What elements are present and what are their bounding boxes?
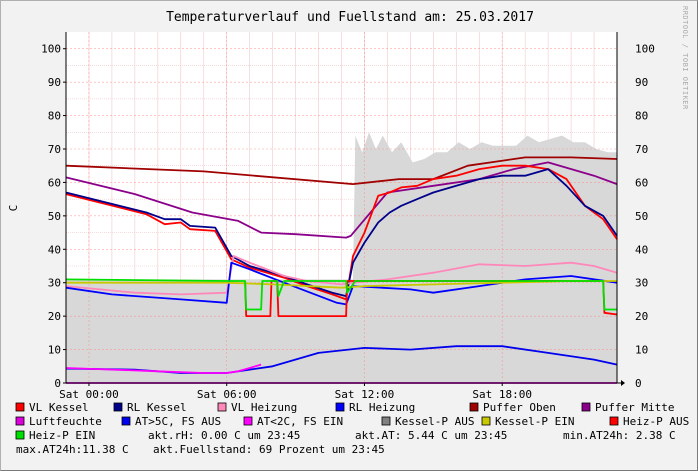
y-tick-label-right: 10 [635,344,648,357]
legend: VL Kessel RL Kessel VL Heizung RL Heizung Pu… [15,401,689,456]
y-tick-label-left: 0 [54,377,61,390]
y-tick-label-right: 0 [635,377,642,390]
legend-swatch [217,402,227,412]
legend-swatch [121,416,131,426]
y-tick-label-right: 30 [635,277,648,290]
legend-swatch [15,430,25,440]
legend-swatch [243,416,253,426]
stat-text: max.AT24h:11.38 C [16,443,129,456]
series-line-12 [65,363,262,374]
y-tick-label-left: 80 [48,110,61,123]
legend-label: Luftfeuchte [29,415,102,428]
y-axis-label: C [7,205,20,212]
series-line-4 [65,168,618,298]
y-tick-label-left: 30 [48,277,61,290]
legend-swatch [609,416,619,426]
y-tick-label-right: 50 [635,210,648,223]
watermark: RRDTOOL / TOBI OETIKER [681,6,689,110]
legend-swatch [481,416,491,426]
x-tick-label: Sat 18:00 [472,388,532,401]
legend-label: Kessel-P AUS [395,415,474,428]
stat-text: akt.rH: 0.00 C um 23:45 [148,429,300,442]
chart-title: Temperaturverlauf und Fuellstand am: 25.… [166,10,534,25]
legend-swatch [113,402,123,412]
legend-swatch [335,402,345,412]
legend-label: Heiz-P EIN [29,429,95,442]
stat-text: akt.AT: 5.44 C um 23:45 [355,429,507,442]
legend-label: AT<2C, FS EIN [257,415,343,428]
y-tick-label-right: 60 [635,176,648,189]
legend-label: Puffer Oben [483,401,556,414]
y-tick-label-left: 70 [48,143,61,156]
legend-label: Puffer Mitte [595,401,674,414]
legend-swatch [581,402,591,412]
x-tick-label: Sat 00:00 [59,388,119,401]
legend-label: VL Heizung [231,401,297,414]
legend-label: Kessel-P EIN [495,415,574,428]
stat-text: min.AT24h: 2.38 C [563,429,676,442]
y-tick-label-right: 90 [635,76,648,89]
legend-swatch [381,416,391,426]
series-area-0 [66,132,617,383]
legend-label: Heiz-P AUS [623,415,689,428]
legend-label: RL Kessel [127,401,187,414]
y-tick-label-right: 80 [635,110,648,123]
series-line-3 [65,164,618,301]
legend-label: VL Kessel [29,401,89,414]
series-line-5 [65,255,618,296]
y-tick-label-right: 20 [635,310,648,323]
y-tick-label-right: 70 [635,143,648,156]
series-line-2 [65,161,618,239]
legend-swatch [15,416,25,426]
x-tick-label: Sat 06:00 [197,388,257,401]
x-tick-label: Sat 12:00 [335,388,395,401]
y-tick-label-right: 40 [635,243,648,256]
stat-text: akt.Fuellstand: 69 Prozent um 23:45 [153,443,385,456]
y-tick-label-left: 40 [48,243,61,256]
y-tick-label-left: 20 [48,310,61,323]
y-tick-label-left: 50 [48,210,61,223]
series-line-9 [65,278,617,311]
y-tick-label-left: 100 [41,43,61,56]
legend-label: RL Heizung [349,401,415,414]
legend-swatch [15,402,25,412]
x-axis-arrow [621,380,625,386]
y-tick-label-left: 60 [48,176,61,189]
y-tick-label-left: 10 [48,344,61,357]
legend-label: AT>5C, FS AUS [135,415,221,428]
legend-swatch [469,402,479,412]
plot-area: 0 0 10 10 20 20 30 30 40 40 50 50 60 60 70 70 80 80 90 90 10… [41,32,655,401]
y-tick-label-left: 90 [48,76,61,89]
y-tick-label-right: 100 [635,43,655,56]
